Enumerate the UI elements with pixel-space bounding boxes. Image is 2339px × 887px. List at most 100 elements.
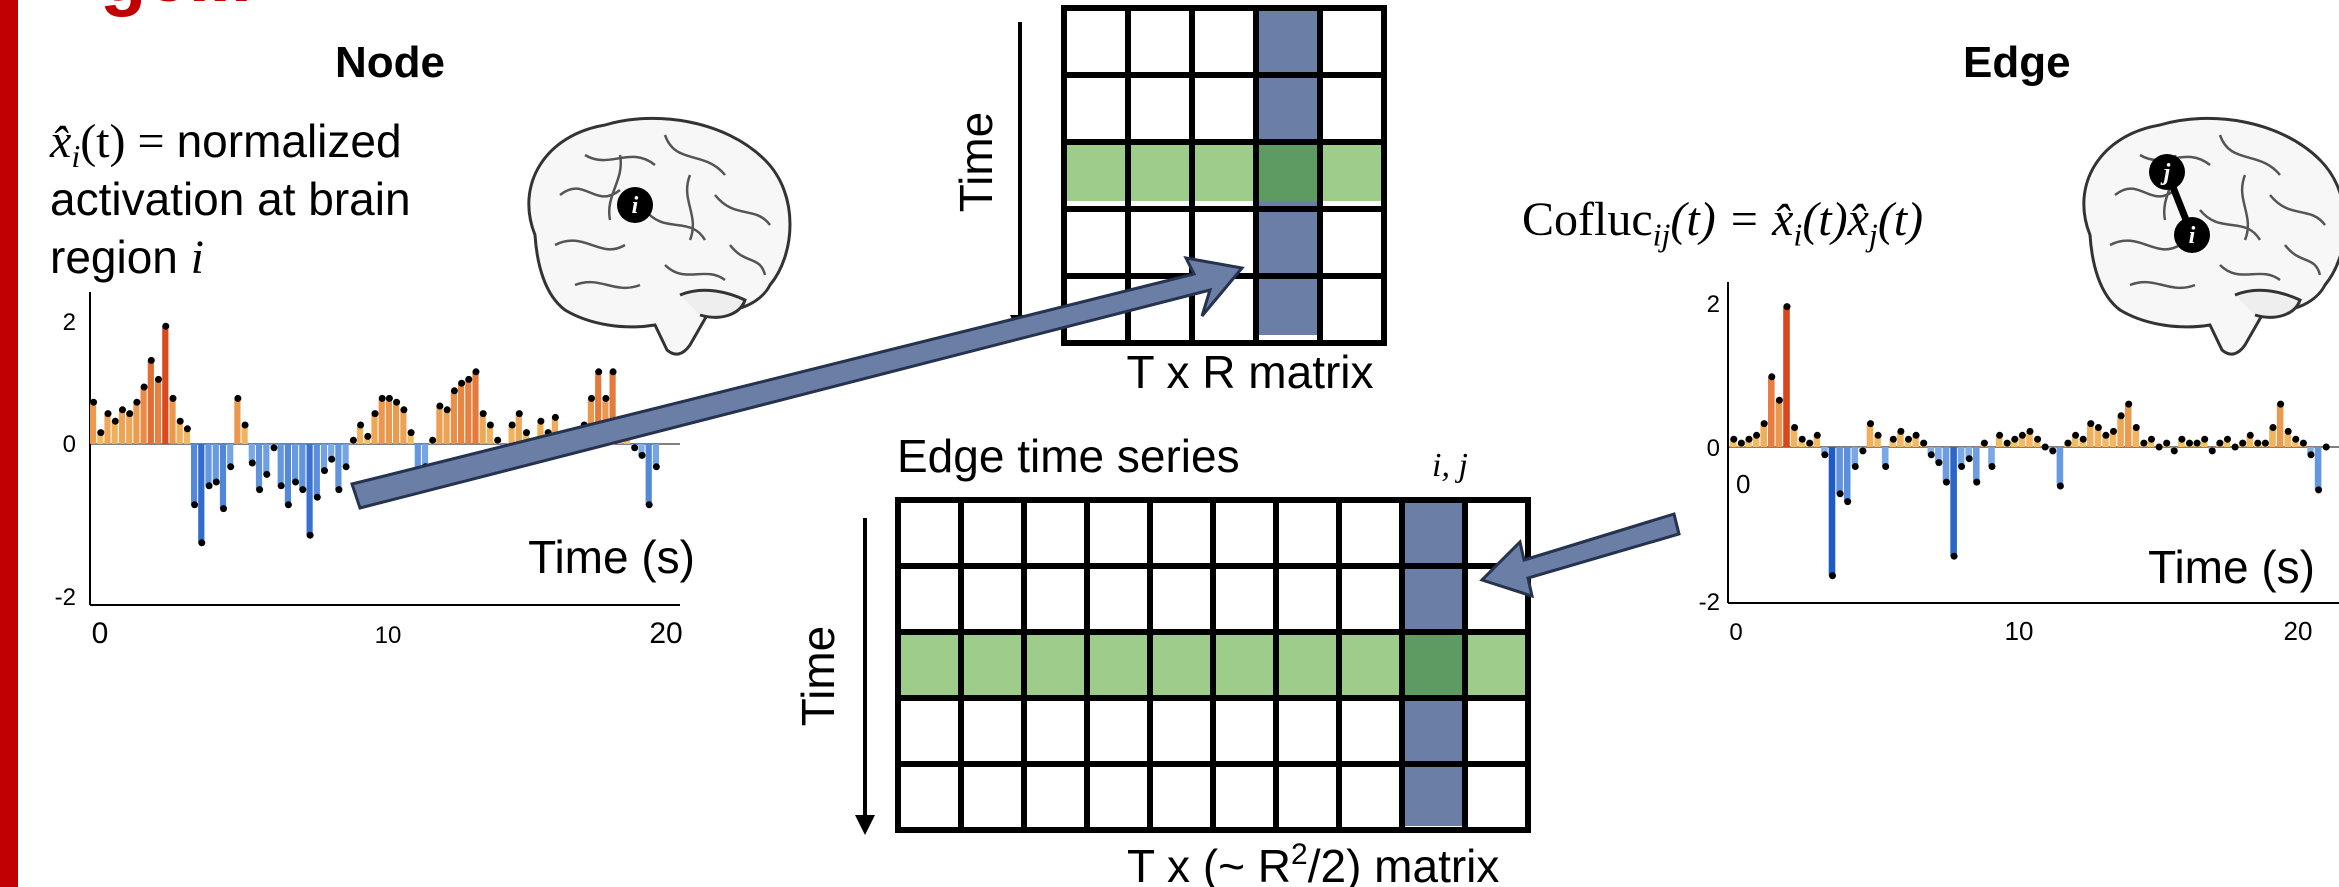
- node-chart-bar: [458, 383, 465, 444]
- node-chart-point: [169, 394, 177, 402]
- node-to-matrix-arrow: [350, 255, 1245, 510]
- edge-matrix-cell: [895, 761, 964, 833]
- edge-matrix-cell: [1273, 497, 1342, 569]
- edge-matrix-cell: [1084, 695, 1153, 767]
- node-chart-point: [263, 470, 271, 478]
- node-desc-line-1: normalized: [176, 115, 402, 167]
- edge-chart-point: [1829, 572, 1836, 580]
- brain-node-illustration: i: [527, 116, 792, 356]
- edge-chart-bar: [2087, 423, 2094, 447]
- node-chart-bar: [227, 444, 234, 467]
- node-chart-point: [515, 410, 523, 418]
- edge-matrix-cell: [1336, 563, 1405, 635]
- edge-formula-sub-j: j: [1868, 216, 1878, 253]
- edge-chart-bar: [1935, 447, 1942, 463]
- edge-chart-point: [1889, 435, 1897, 443]
- edge-chart-point: [2322, 443, 2330, 451]
- edge-chart-bar: [2178, 439, 2185, 447]
- node-chart-bar: [154, 379, 162, 444]
- node-formula-subscript: i: [71, 138, 81, 175]
- node-chart-bar: [212, 444, 219, 482]
- node-chart-bar: [407, 432, 414, 444]
- edge-xtick-0: 0: [1729, 619, 1742, 646]
- edge-chart-bar: [1828, 447, 1836, 576]
- node-chart-point: [378, 394, 386, 402]
- node-chart-bar: [378, 398, 385, 444]
- node-chart-bar: [638, 444, 645, 456]
- edge-chart-bar: [1768, 376, 1775, 447]
- edge-chart-point: [1753, 431, 1761, 439]
- node-heading: Node: [335, 38, 445, 87]
- edge-matrix-cell: [958, 497, 1027, 569]
- node-chart-bar: [595, 371, 602, 444]
- node-chart-bar: [255, 444, 263, 490]
- node-chart-point: [284, 501, 292, 509]
- node-formula-symbol: x̂: [50, 115, 72, 168]
- node-xtick-20: 20: [649, 617, 682, 650]
- edge-chart-bar: [1745, 439, 1752, 447]
- edge-chart-point: [1958, 463, 1966, 470]
- edge-chart-point: [2072, 431, 2080, 439]
- node-desc-line-3-text: region: [50, 231, 191, 283]
- edge-chart-point: [2003, 439, 2011, 447]
- edge-chart-point: [1973, 478, 1981, 486]
- edge-chart-bar: [2276, 404, 2284, 447]
- edge-chart-point: [1935, 459, 1943, 467]
- edge-matrix-cell: [1021, 563, 1090, 635]
- edge-chart-bars: [1730, 303, 2330, 580]
- node-matrix: Time T x R matrix: [950, 5, 1387, 398]
- node-chart-bar: [465, 379, 472, 444]
- node-chart-bar: [320, 444, 328, 471]
- edge-chart-bar: [1942, 447, 1950, 483]
- edge-chart-bar: [1836, 447, 1843, 494]
- node-chart-point: [335, 486, 343, 494]
- edge-chart-bar: [1760, 423, 1767, 447]
- edge-chart-point: [2011, 435, 2019, 443]
- node-chart-point: [313, 493, 321, 501]
- node-chart-bar: [436, 406, 443, 444]
- edge-matrix-title: Edge time series: [897, 430, 1240, 482]
- node-chart-point: [638, 451, 646, 459]
- node-chart-point: [306, 531, 314, 539]
- node-chart-point: [486, 421, 494, 429]
- node-chart-bar: [313, 444, 320, 498]
- edge-xtick-10: 10: [2005, 616, 2034, 646]
- edge-matrix-cell: [1462, 695, 1531, 767]
- edge-chart-bar: [1866, 423, 1874, 447]
- node-chart-bar: [284, 444, 291, 505]
- node-chart-point: [119, 406, 126, 414]
- edge-matrix-cell: [895, 563, 964, 635]
- edge-chart-bar: [1730, 439, 1737, 447]
- node-matrix-grid: [1061, 5, 1387, 346]
- node-chart-point: [407, 429, 415, 437]
- node-chart-point: [342, 463, 350, 471]
- node-matrix-cell: [1189, 72, 1259, 145]
- edge-formula-end: (t): [1877, 193, 1924, 246]
- edge-matrix-cell: [1084, 761, 1153, 833]
- edge-chart-point: [2315, 486, 2323, 494]
- node-chart-point: [472, 368, 480, 376]
- edge-matrix-cell: [1021, 497, 1090, 569]
- node-chart-bar: [537, 421, 544, 444]
- node-chart-bar: [515, 413, 522, 444]
- edge-chart-bar: [1927, 447, 1935, 455]
- node-chart-bar: [306, 444, 313, 536]
- edge-chart-point: [2261, 439, 2269, 447]
- edge-chart-bar: [1904, 439, 1912, 447]
- edge-chart-point: [2231, 443, 2239, 451]
- edge-matrix-cell: [958, 761, 1027, 833]
- edge-chart-bar: [1965, 447, 1972, 459]
- edge-chart-point: [1897, 427, 1905, 435]
- node-desc-line-2: activation at brain: [50, 173, 411, 225]
- brain-edge-label-i: i: [2189, 223, 2196, 249]
- edge-to-matrix-arrow: [1479, 512, 1681, 599]
- edge-chart-bar: [1790, 427, 1798, 447]
- node-matrix-intersection: [1256, 142, 1320, 201]
- node-chart-point: [299, 486, 307, 494]
- node-chart-bar: [248, 444, 255, 463]
- node-chart-bar: [587, 398, 594, 444]
- node-chart-point: [479, 410, 487, 418]
- node-chart-bar: [118, 409, 126, 444]
- edge-chart-point: [2292, 435, 2300, 443]
- node-chart-bar: [385, 398, 392, 444]
